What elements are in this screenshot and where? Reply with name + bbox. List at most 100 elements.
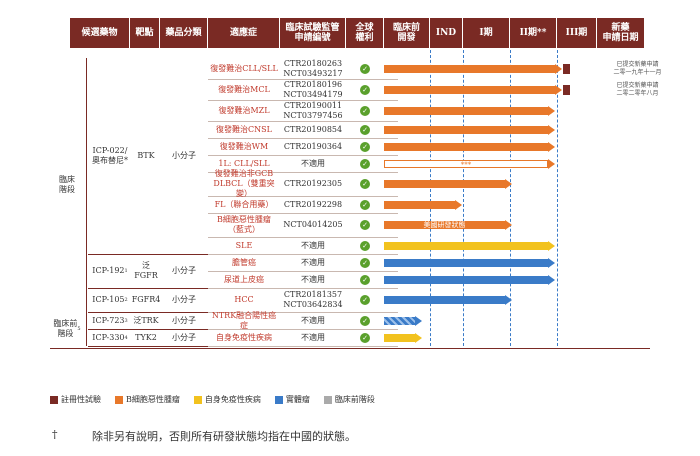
indication-label: 自身免疫性疾病 (216, 332, 272, 342)
legend-swatch (50, 396, 58, 404)
progress-arrow (548, 257, 555, 268)
header-2: 藥品分類 (160, 18, 208, 48)
header-0: 候選藥物 (70, 18, 130, 48)
group-divider (88, 288, 208, 289)
progress-bar (384, 106, 548, 115)
progress-bar (384, 142, 548, 151)
indication-label: 膽管癌 (232, 257, 256, 267)
drug-name: ICP-330 4 (92, 332, 128, 342)
stage-clinical-label: 臨床 階段 (59, 175, 75, 194)
progress-bar (384, 125, 548, 134)
progress-arrow (505, 179, 512, 189)
global-rights-check-icon: ✓ (360, 274, 370, 285)
trial-id: CTR20192298 (283, 199, 343, 209)
row-divider (208, 196, 398, 197)
indication-label: 復發難治MZL (218, 105, 270, 115)
drug-name: ICP-022/奧布替尼* (92, 146, 128, 165)
indication-label: 復發難治MCL (218, 84, 270, 94)
progress-arrow (505, 295, 512, 305)
group-divider (88, 346, 208, 347)
header-5: 全球 權利 (346, 18, 384, 48)
global-rights-check-icon: ✓ (360, 84, 370, 95)
row-divider (208, 288, 398, 289)
row-divider (208, 271, 398, 272)
progress-arrow (548, 105, 555, 116)
legend-item: 自身免疫性疾病 (193, 394, 261, 405)
row-divider (208, 121, 398, 122)
stage-divider-1 (463, 50, 464, 346)
row-divider (208, 172, 398, 173)
trial-id: 不適用 (301, 332, 325, 342)
row-divider (208, 329, 398, 330)
progress-arrow (455, 199, 462, 210)
progress-bar (384, 275, 548, 284)
indication-label: 復發難治CNSL (216, 124, 272, 134)
footnote-mark: † (52, 428, 58, 441)
progress-arrow (548, 141, 555, 152)
global-rights-check-icon: ✓ (360, 332, 370, 343)
indication-label: HCC (234, 295, 254, 304)
progress-arrow (548, 158, 555, 169)
header-3: 適應症 (208, 18, 280, 48)
stage-divider-0 (430, 50, 431, 346)
drug-class: 小分子 (172, 266, 196, 275)
header-6: 臨床前 開發 (384, 18, 430, 48)
global-rights-check-icon: ✓ (360, 240, 370, 251)
row-divider (208, 254, 398, 255)
drug-target: 泛FGFR (134, 261, 158, 280)
nda-date-note: 已提交新藥申請 二零二零年八月 (616, 81, 659, 97)
progress-arrow (555, 84, 562, 95)
global-rights-check-icon: ✓ (360, 179, 370, 189)
drug-class: 小分子 (172, 332, 196, 342)
legend-label: 自身免疫性疾病 (204, 395, 261, 404)
stage-divider-vertical (86, 58, 87, 346)
row-divider (208, 237, 398, 238)
group-divider (88, 329, 208, 330)
indication-label: 復發難治非GCB DLBCL（雙重突變） (213, 169, 275, 198)
trial-id: 不適用 (301, 240, 325, 250)
header-1: 靶點 (130, 18, 160, 48)
progress-bar (384, 258, 548, 267)
indication-label: B細胞惡性腫瘤 （藍式） (217, 215, 271, 234)
drug-target: 泛TRK (133, 315, 159, 325)
progress-arrow (548, 124, 555, 135)
drug-name: ICP-192 1 (92, 266, 128, 275)
group-divider (88, 254, 208, 255)
drug-class: 小分子 (172, 315, 196, 325)
progress-arrow (548, 240, 555, 251)
footnote-sup: 3 (124, 317, 128, 324)
trial-id: CTR20180263 NCT03493217 (283, 58, 343, 78)
progress-bar (384, 333, 415, 342)
progress-bar (384, 316, 415, 325)
global-rights-check-icon: ✓ (360, 315, 370, 326)
header-4: 臨床試驗監管 申請編號 (280, 18, 346, 48)
stage-preclinical-label: 臨床前 階段 5 (53, 319, 81, 338)
drug-target: BTK (137, 151, 155, 160)
trial-id: CTR20190854 (283, 124, 343, 134)
bottom-rule (50, 348, 650, 349)
footnote-sup: 1 (124, 268, 128, 274)
legend-item: B細胞惡性腫瘤 (115, 394, 180, 405)
header-9: II期** (510, 18, 557, 48)
drug-name: ICP-105 2 (92, 295, 128, 304)
global-rights-check-icon: ✓ (360, 158, 370, 169)
global-rights-check-icon: ✓ (360, 257, 370, 268)
header-7: IND (430, 18, 463, 48)
trial-id: 不適用 (301, 315, 325, 325)
legend-item: 實體瘤 (274, 394, 310, 405)
global-rights-check-icon: ✓ (360, 141, 370, 152)
row-divider (208, 138, 398, 139)
progress-arrow (555, 63, 562, 74)
progress-bar (384, 85, 555, 94)
row-divider (208, 100, 398, 101)
progress-bar (384, 180, 505, 188)
trial-id: CTR20180196 NCT03494179 (283, 79, 343, 99)
indication-label: FL（聯合用藥） (214, 199, 274, 209)
global-rights-check-icon: ✓ (360, 63, 370, 74)
footnote-text: 除非另有說明，否則所有研發狀態均指在中國的狀態。 (92, 430, 356, 443)
drug-name: ICP-723 3 (92, 315, 128, 325)
global-rights-check-icon: ✓ (360, 105, 370, 116)
stage-divider-2 (510, 50, 511, 346)
row-divider (208, 213, 398, 214)
